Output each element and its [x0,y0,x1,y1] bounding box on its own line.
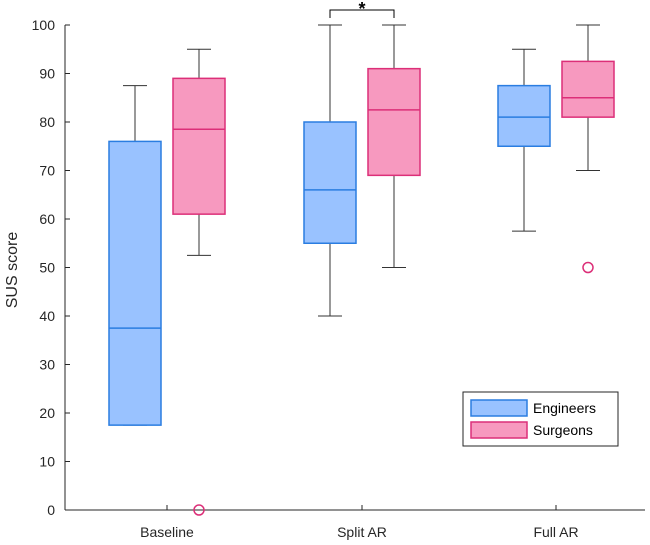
y-tick-label: 50 [39,260,55,276]
x-tick-label: Baseline [140,524,194,540]
y-axis-label: SUS score [4,232,21,309]
y-tick-label: 80 [39,114,55,130]
significance-bracket [329,9,395,18]
x-tick-label: Split AR [337,524,387,540]
y-tick-label: 30 [39,357,55,373]
box [561,60,615,118]
y-tick-label: 90 [39,66,55,82]
legend-label: Surgeons [533,422,593,438]
plot-area: 0 10 20 30 40 50 60 70 80 90 100 Baseline Split AR Fu… [32,0,645,540]
y-tick-label: 20 [39,405,55,421]
legend-swatch [470,421,528,439]
y-tick-label: 40 [39,308,55,324]
outlier-point [193,504,205,516]
box [497,84,551,147]
legend-label: Engineers [533,400,596,416]
box [108,140,162,426]
box [172,77,226,215]
x-tick-label: Full AR [533,524,578,540]
outlier-point [582,261,594,274]
legend-swatch [470,399,528,417]
y-tick-label: 100 [32,17,56,33]
box [367,67,421,177]
y-tick-label: 0 [47,502,55,518]
y-tick-label: 70 [39,163,55,179]
box [303,121,357,244]
y-tick-label: 10 [39,454,55,470]
y-tick-label: 60 [39,211,55,227]
significance-label: * [358,0,365,19]
